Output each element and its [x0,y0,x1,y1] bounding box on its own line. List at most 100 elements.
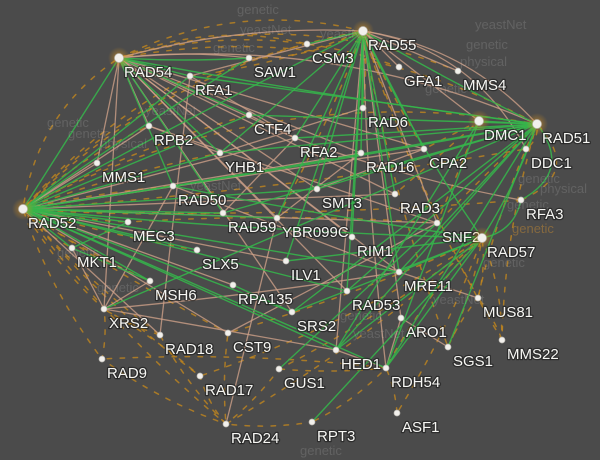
gene-node-dot[interactable] [222,420,230,428]
node-MMS22[interactable]: MMS22 [498,336,560,364]
gene-node-dot[interactable] [146,277,154,285]
gene-node-dot[interactable] [273,214,281,222]
node-RAD18[interactable]: RAD18 [156,331,215,360]
gene-node-dot[interactable] [397,314,405,322]
gene-node-label[interactable]: RPB2 [153,131,195,151]
gene-node-label[interactable]: RPT3 [316,427,357,447]
node-RIM1[interactable]: RIM1 [348,233,394,262]
node-ASF1[interactable]: ASF1 [393,409,441,437]
gene-node-label[interactable]: MMS4 [462,76,508,96]
node-RAD54[interactable]: RAD54 [108,47,174,83]
gene-node-label[interactable]: RAD24 [230,429,281,449]
node-YHB1[interactable]: YHB1 [216,149,266,178]
gene-node-dot[interactable] [308,418,316,426]
gene-node-label[interactable]: MSH6 [154,286,198,306]
gene-node-label[interactable]: RAD53 [351,296,402,316]
node-MSH6[interactable]: MSH6 [146,277,198,306]
gene-node-label[interactable]: SLX5 [201,255,240,275]
gene-node-dot[interactable] [474,294,482,302]
gene-node-label[interactable]: RAD51 [541,129,592,149]
gene-node-label[interactable]: YHB1 [224,158,266,178]
gene-node-label[interactable]: GUS1 [283,374,326,394]
gene-node-label[interactable]: SMT3 [321,194,364,214]
gene-node-label[interactable]: RAD57 [486,243,537,263]
gene-node-label[interactable]: ILV1 [290,266,322,286]
gene-node-label[interactable]: RAD18 [164,340,215,360]
gene-node-dot[interactable] [275,365,283,373]
gene-node-dot[interactable] [186,72,194,80]
node-RAD24[interactable]: RAD24 [222,420,281,449]
node-SRS2[interactable]: SRS2 [288,308,338,337]
gene-node-label[interactable]: MMS1 [101,168,147,188]
gene-node-dot[interactable] [219,209,227,217]
gene-node-label[interactable]: CTF4 [253,120,293,140]
node-HED1[interactable]: HED1 [332,346,383,375]
node-RAD53[interactable]: RAD53 [343,287,402,316]
gene-node-label[interactable]: HED1 [340,355,383,375]
gene-node-dot[interactable] [477,233,487,243]
gene-node-dot[interactable] [391,190,399,198]
gene-node-label[interactable]: RAD3 [399,199,442,219]
gene-node-label[interactable]: RAD17 [204,381,255,401]
node-RFA1[interactable]: RFA1 [186,72,234,101]
gene-node-dot[interactable] [288,308,296,316]
node-ARO1[interactable]: ARO1 [397,314,448,343]
node-RDH54[interactable]: RDH54 [382,364,442,393]
gene-node-label[interactable]: RAD6 [367,113,410,133]
node-RAD59[interactable]: RAD59 [219,209,278,238]
gene-node-dot[interactable] [522,145,530,153]
gene-node-dot[interactable] [393,409,401,417]
gene-node-label[interactable]: RAD50 [177,191,228,211]
gene-node-label[interactable]: MEC3 [132,227,176,247]
gene-node-dot[interactable] [291,134,299,142]
gene-node-label[interactable]: RAD59 [227,218,278,238]
node-RAD52[interactable]: RAD52 [12,198,78,233]
gene-node-dot[interactable] [156,331,164,339]
gene-node-dot[interactable] [93,159,101,167]
node-RAD9[interactable]: RAD9 [98,355,148,383]
gene-node-dot[interactable] [517,196,525,204]
gene-node-label[interactable]: RFA3 [525,205,565,225]
node-XRS2[interactable]: XRS2 [100,305,149,333]
gene-node-label[interactable]: RFA1 [194,81,234,101]
node-DDC1[interactable]: DDC1 [522,145,573,173]
gene-node-dot[interactable] [145,122,153,130]
node-GFA1[interactable]: GFA1 [395,63,444,91]
gene-node-label[interactable]: MKT1 [76,253,119,273]
gene-node-label[interactable]: SNF2 [441,228,482,248]
gene-node-dot[interactable] [332,346,340,354]
node-MUS81[interactable]: MUS81 [474,294,535,323]
gene-node-dot[interactable] [348,233,356,241]
node-RAD50[interactable]: RAD50 [169,182,228,211]
gene-node-label[interactable]: SRS2 [296,317,338,337]
gene-node-dot[interactable] [444,343,452,351]
gene-node-label[interactable]: SAW1 [253,63,298,83]
gene-node-dot[interactable] [114,53,124,63]
node-ILV1[interactable]: ILV1 [282,257,322,286]
gene-node-label[interactable]: RPA135 [237,290,294,310]
node-RPT3[interactable]: RPT3 [308,418,357,447]
gene-node-dot[interactable] [358,26,368,36]
node-RPB2[interactable]: RPB2 [145,122,195,151]
node-SAW1[interactable]: SAW1 [245,54,298,83]
gene-node-dot[interactable] [124,218,132,226]
gene-node-label[interactable]: MUS81 [482,303,535,323]
node-SMT3[interactable]: SMT3 [313,185,364,214]
node-RFA2[interactable]: RFA2 [291,134,339,162]
gene-node-dot[interactable] [357,149,365,157]
node-YBR099C[interactable]: YBR099C [273,214,350,242]
gene-node-dot[interactable] [395,268,403,276]
gene-node-label[interactable]: RAD16 [365,158,416,178]
gene-node-label[interactable]: ARO1 [405,323,448,343]
gene-node-label[interactable]: RDH54 [390,373,442,393]
gene-node-dot[interactable] [282,257,290,265]
gene-node-label[interactable]: CPA2 [428,154,469,174]
gene-node-label[interactable]: RAD54 [123,63,174,83]
gene-node-dot[interactable] [498,336,506,344]
gene-node-dot[interactable] [98,355,106,363]
gene-node-dot[interactable] [224,329,232,337]
gene-node-label[interactable]: RIM1 [356,242,394,262]
gene-node-dot[interactable] [382,364,390,372]
